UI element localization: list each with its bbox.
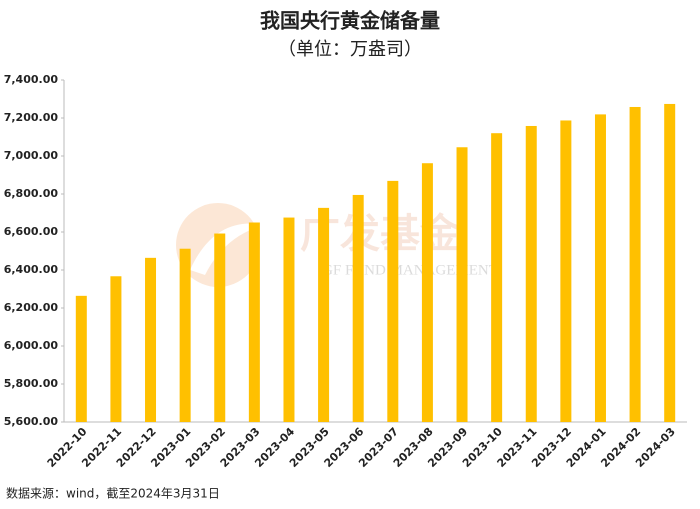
bar xyxy=(387,180,399,422)
bar xyxy=(110,276,122,422)
bar xyxy=(594,114,606,422)
bar xyxy=(283,217,295,422)
bar xyxy=(491,133,503,422)
y-tick-label: 6,000.00 xyxy=(4,339,59,352)
y-tick-label: 6,200.00 xyxy=(4,301,59,314)
y-tick-label: 6,600.00 xyxy=(4,225,59,238)
bar xyxy=(525,125,537,422)
bar xyxy=(421,163,433,422)
y-tick-label: 7,000.00 xyxy=(4,149,59,162)
y-tick-label: 5,800.00 xyxy=(4,377,59,390)
bar xyxy=(214,233,226,422)
y-tick-label: 6,400.00 xyxy=(4,263,59,276)
watermark-subtitle: GF FUND MANAGEMENT xyxy=(322,262,498,278)
bar xyxy=(352,194,364,422)
bar xyxy=(664,103,676,422)
bar xyxy=(145,257,157,422)
y-tick-label: 6,800.00 xyxy=(4,187,59,200)
bar xyxy=(248,222,260,422)
bar xyxy=(179,248,191,422)
y-tick-label: 7,200.00 xyxy=(4,111,59,124)
chart-title: 我国央行黄金储备量 xyxy=(260,9,440,33)
y-tick-label: 5,600.00 xyxy=(4,415,59,428)
y-tick-label: 7,400.00 xyxy=(4,73,59,86)
bar xyxy=(318,207,330,422)
bar xyxy=(75,295,87,422)
bar xyxy=(560,120,572,422)
bar xyxy=(629,106,641,422)
source-note: 数据来源：wind，截至2024年3月31日 xyxy=(6,486,220,501)
bar xyxy=(456,147,468,422)
chart-subtitle: （单位：万盎司） xyxy=(278,39,422,60)
